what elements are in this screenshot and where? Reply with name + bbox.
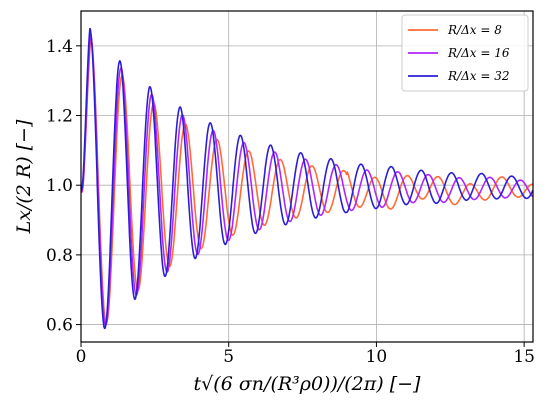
- legend-entry-label: R/Δx = 32: [447, 69, 509, 83]
- y-tick-label: 0.8: [46, 246, 73, 266]
- legend-entry-label: R/Δx = 8: [447, 23, 502, 37]
- plot-frame: [80, 10, 534, 343]
- y-tick-label: 1.0: [46, 176, 73, 196]
- x-tick-label: 15: [513, 347, 535, 367]
- y-tick-label: 1.2: [46, 107, 73, 127]
- legend-box: [401, 14, 529, 92]
- series-line-2: [81, 33, 533, 327]
- legend-entry-label: R/Δx = 16: [447, 46, 510, 60]
- legend: R/Δx = 8 R/Δx = 16 R/Δx = 32: [401, 14, 529, 92]
- y-axis-label: Lx/(2 R) [−]: [13, 119, 35, 234]
- series-line-3: [81, 27, 533, 330]
- y-axis-ticks: 0.6 0.8 1.0 1.2 1.4: [46, 37, 81, 336]
- x-axis-label: t√(6 σn/(R³ρ0))/(2π) [−]: [194, 373, 421, 395]
- x-tick-label: 0: [76, 347, 87, 367]
- series-lines: [81, 27, 533, 330]
- y-tick-label: 0.6: [46, 316, 73, 336]
- x-tick-label: 5: [223, 347, 234, 367]
- x-tick-label: 10: [366, 347, 388, 367]
- y-tick-label: 1.4: [46, 37, 73, 57]
- x-axis-ticks: 0 5 10 15: [76, 342, 535, 367]
